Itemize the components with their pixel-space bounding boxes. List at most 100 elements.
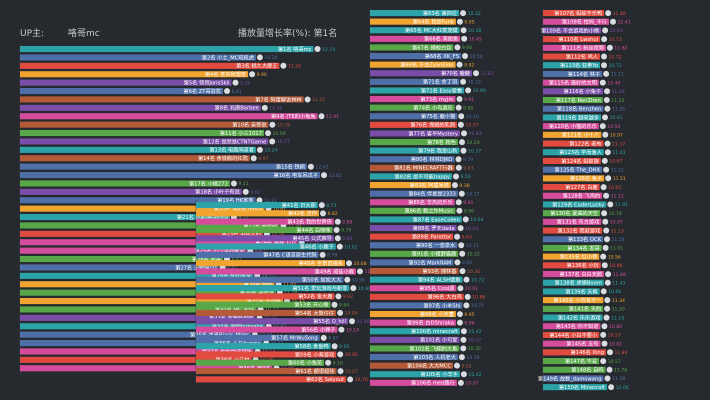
bar-value: 11.84 <box>615 350 628 356</box>
bar-value: 11.43 <box>612 281 625 287</box>
bar-value: 11.12 <box>611 167 624 173</box>
bar-label: 第121名 小十六 <box>562 131 600 139</box>
bar <box>543 358 600 365</box>
bar-label: 第13名 电路同道者 <box>209 146 254 154</box>
bar-label: 第126名 兔子 <box>570 174 602 182</box>
bar-label: 第61名 都很超快 <box>295 367 335 375</box>
bar-label: 第139名 天枫 <box>565 287 597 295</box>
bar-label: 第4名 老实和塑皮 <box>205 70 246 78</box>
bar-label: 第77名 客平Mystery <box>408 129 458 137</box>
bar <box>370 371 460 378</box>
bar-label: 第73名 myjm <box>420 95 453 103</box>
avatar-icon <box>606 366 613 373</box>
avatar-icon <box>599 123 606 130</box>
bar-value: 8.62 <box>227 265 237 271</box>
avatar-icon <box>333 227 340 233</box>
bar <box>20 163 307 170</box>
avatar-icon <box>460 10 467 17</box>
bar-value: 8.73 <box>326 203 336 209</box>
bar-value: 10.54 <box>470 54 483 60</box>
bar <box>20 180 230 187</box>
bar-value: 10.81 <box>609 341 622 347</box>
bar-label: 第53名 开心熊 <box>294 301 328 309</box>
bar <box>370 216 462 223</box>
bar <box>543 201 607 208</box>
bar-label: 第127名 白鹿 <box>565 183 597 191</box>
bar-label: 第144名 小白不要小 <box>549 331 598 339</box>
bar-value: 10.56 <box>352 278 365 284</box>
bar-label: 第80名 林林DJKO <box>411 155 453 163</box>
bar-value: 10.76 <box>355 377 368 383</box>
bar <box>20 314 256 321</box>
avatar-icon <box>457 285 464 292</box>
bar <box>543 166 603 173</box>
bar-label: 第52名 金大鹿 <box>298 292 332 300</box>
bar-label: 第57名 MrWuSong <box>271 334 318 342</box>
avatar-icon <box>454 362 460 369</box>
bar <box>370 285 457 292</box>
bar-label: 第120名 小猫的乐乐 <box>549 122 597 130</box>
bar <box>196 260 345 267</box>
avatar-icon <box>249 71 256 78</box>
avatar-icon <box>600 184 607 191</box>
bar <box>196 343 331 350</box>
avatar-icon <box>603 314 610 321</box>
bar-value: 9.92 <box>464 62 474 68</box>
bar-label: 第16名 电车吊瓜子 <box>273 171 318 179</box>
bar-label: 第35名 黑麦Black_Miles <box>190 331 249 339</box>
bar-label: 第149名 故数_damowang <box>538 374 602 382</box>
avatar-icon <box>604 88 610 95</box>
bar-value: 9.92 <box>343 294 353 300</box>
bar-value: 10.43 <box>469 131 482 137</box>
bar-value: 10.24 <box>264 55 277 61</box>
bar-value: 10.14 <box>346 327 359 333</box>
bar-label: 第54名 大熊仔仔 <box>295 309 334 317</box>
bar-label: 第41名 日大那 <box>282 201 316 209</box>
bar-label: 第36名 人力Aurora <box>214 339 260 347</box>
avatar-icon <box>460 78 467 85</box>
bar <box>370 35 461 42</box>
bar-label: 第124名 蚂蚁狼 <box>561 157 599 165</box>
avatar-icon <box>457 121 464 128</box>
avatar-icon <box>269 121 276 128</box>
bar-value: 11.18 <box>611 315 624 321</box>
avatar-icon <box>335 293 342 300</box>
bar-label: 第109名 不会游戏的小熊 <box>541 26 599 34</box>
bar-label: 第86名 教之作Music <box>404 207 453 215</box>
bar-label: 第3名 桃久大靡王 <box>236 62 277 70</box>
bar-value: 10.78 <box>277 122 290 128</box>
bar <box>370 44 454 51</box>
avatar-icon <box>604 305 611 312</box>
avatar-icon <box>453 173 459 180</box>
bar-value: 12.45 <box>315 164 328 170</box>
bar <box>543 305 604 312</box>
bar-label: 第140名 小鸡有不一 <box>553 296 601 304</box>
bar-label: 第110名 Lwshui <box>558 35 598 43</box>
bar <box>543 227 603 234</box>
avatar-icon <box>459 268 466 275</box>
bar <box>196 301 331 308</box>
bar-value: 10.01 <box>465 286 478 292</box>
bar <box>370 311 456 318</box>
avatar-icon <box>461 35 468 42</box>
bar-value: 9.65 <box>339 344 349 350</box>
bar <box>543 288 600 295</box>
bar-label: 第111名 粉丝视频 <box>561 44 604 52</box>
bar <box>543 105 604 112</box>
bar-value: 11.11 <box>611 72 624 78</box>
bar-value: 10.61 <box>273 206 286 212</box>
bar-value: 9.11 <box>238 181 248 187</box>
bar-value: 10.72 <box>471 277 484 283</box>
avatar-icon <box>607 201 614 208</box>
bar-value: 10.90 <box>357 319 370 325</box>
bar-value: 10.77 <box>277 139 290 145</box>
bar-label: 第44名 白咪咪 <box>296 226 331 234</box>
bar <box>20 239 298 246</box>
avatar-icon <box>320 210 326 217</box>
bar-label: 第5名 领哥JorisSkii <box>184 79 230 87</box>
bar <box>20 272 254 279</box>
bar-label: 第148名 自鸣 <box>571 366 603 374</box>
bar <box>20 340 263 347</box>
avatar-icon <box>456 311 463 318</box>
